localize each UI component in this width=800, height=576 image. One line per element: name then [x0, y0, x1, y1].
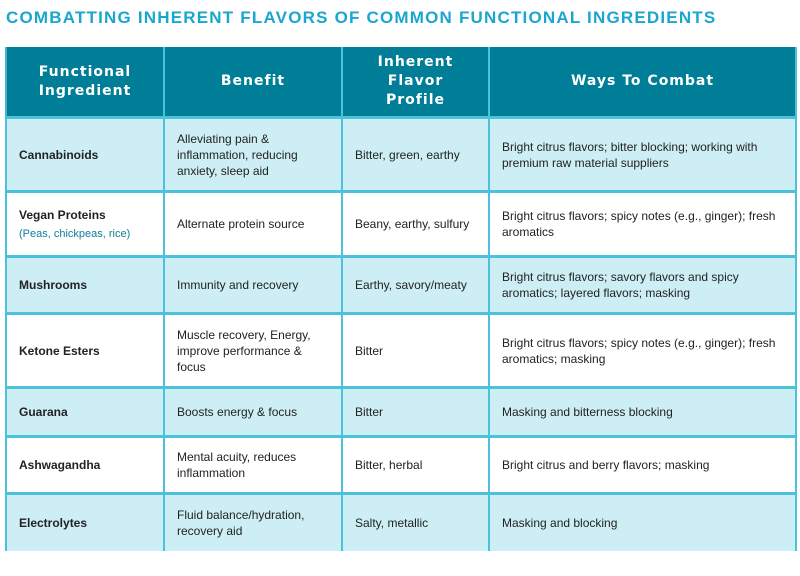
flavor-cell: Beany, earthy, sulfury — [341, 190, 490, 257]
benefit-cell: Immunity and recovery — [163, 255, 343, 314]
ingredients-table: Functional Ingredient Benefit Inherent F… — [5, 47, 797, 551]
ingredient-name: Ketone Esters — [19, 343, 100, 358]
header-benefit: Benefit — [163, 47, 343, 118]
combat-cell: Bright citrus flavors; bitter blocking; … — [488, 116, 797, 192]
benefit-cell: Muscle recovery, Energy, improve perform… — [163, 312, 343, 388]
combat-cell: Bright citrus and berry flavors; masking — [488, 435, 797, 494]
combat-cell: Bright citrus flavors; savory flavors an… — [488, 255, 797, 314]
flavor-cell: Bitter — [341, 386, 490, 437]
table-row: Mushrooms Immunity and recovery Earthy, sa… — [5, 255, 797, 314]
combat-cell: Bright citrus flavors; spicy notes (e.g.… — [488, 312, 797, 388]
benefit-cell: Mental acuity, reduces inflammation — [163, 435, 343, 494]
table-row: Ashwagandha Mental acuity, reduces inflam… — [5, 435, 797, 494]
flavor-cell: Salty, metallic — [341, 492, 490, 551]
ingredient-name: Mushrooms — [19, 278, 88, 292]
ingredient-cell: Ashwagandha — [5, 435, 165, 494]
ingredient-name: Guarana — [19, 405, 68, 419]
table-row: Vegan Proteins (Peas, chickpeas, rice) Alt… — [5, 190, 797, 257]
ingredient-name: Ashwagandha — [19, 458, 101, 472]
header-combat: Ways To Combat — [488, 47, 797, 118]
table-row: Cannabinoids Alleviating pain & inflammat… — [5, 116, 797, 192]
benefit-cell: Fluid balance/hydration, recovery aid — [163, 492, 343, 551]
ingredient-examples: (Peas, chickpeas, rice) — [19, 227, 131, 240]
ingredient-cell: Vegan Proteins (Peas, chickpeas, rice) — [5, 190, 165, 257]
ingredient-cell: Electrolytes — [5, 492, 165, 551]
flavor-cell: Bitter, green, earthy — [341, 116, 490, 192]
ingredient-name: Vegan Proteins — [19, 207, 106, 222]
table-row: Guarana Boosts energy & focus Bitter Maskin… — [5, 386, 797, 437]
header-flavor: Inherent Flavor Profile — [341, 47, 490, 118]
ingredient-name: Cannabinoids — [19, 147, 99, 162]
table-row: Ketone Esters Muscle recovery, Energy, im… — [5, 312, 797, 388]
flavor-cell: Bitter — [341, 312, 490, 388]
table-header-row: Functional Ingredient Benefit Inherent F… — [5, 47, 797, 118]
page-title: COMBATTING INHERENT FLAVORS OF COMMON FU… — [6, 8, 717, 27]
combat-cell: Bright citrus flavors; spicy notes (e.g.… — [488, 190, 797, 257]
combat-cell: Masking and bitterness blocking — [488, 386, 797, 437]
benefit-cell: Alleviating pain & inflammation, reducin… — [163, 116, 343, 192]
ingredient-cell: Guarana — [5, 386, 165, 437]
table-row: Electrolytes Fluid balance/hydration, rec… — [5, 492, 797, 551]
ingredient-cell: Mushrooms — [5, 255, 165, 314]
ingredient-cell: Cannabinoids — [5, 116, 165, 192]
ingredient-cell: Ketone Esters — [5, 312, 165, 388]
benefit-cell: Boosts energy & focus — [163, 386, 343, 437]
combat-cell: Masking and blocking — [488, 492, 797, 551]
benefit-cell: Alternate protein source — [163, 190, 343, 257]
ingredient-name: Electrolytes — [19, 515, 88, 530]
flavor-cell: Bitter, herbal — [341, 435, 490, 494]
flavor-cell: Earthy, savory/meaty — [341, 255, 490, 314]
header-ingredient: Functional Ingredient — [5, 47, 165, 118]
